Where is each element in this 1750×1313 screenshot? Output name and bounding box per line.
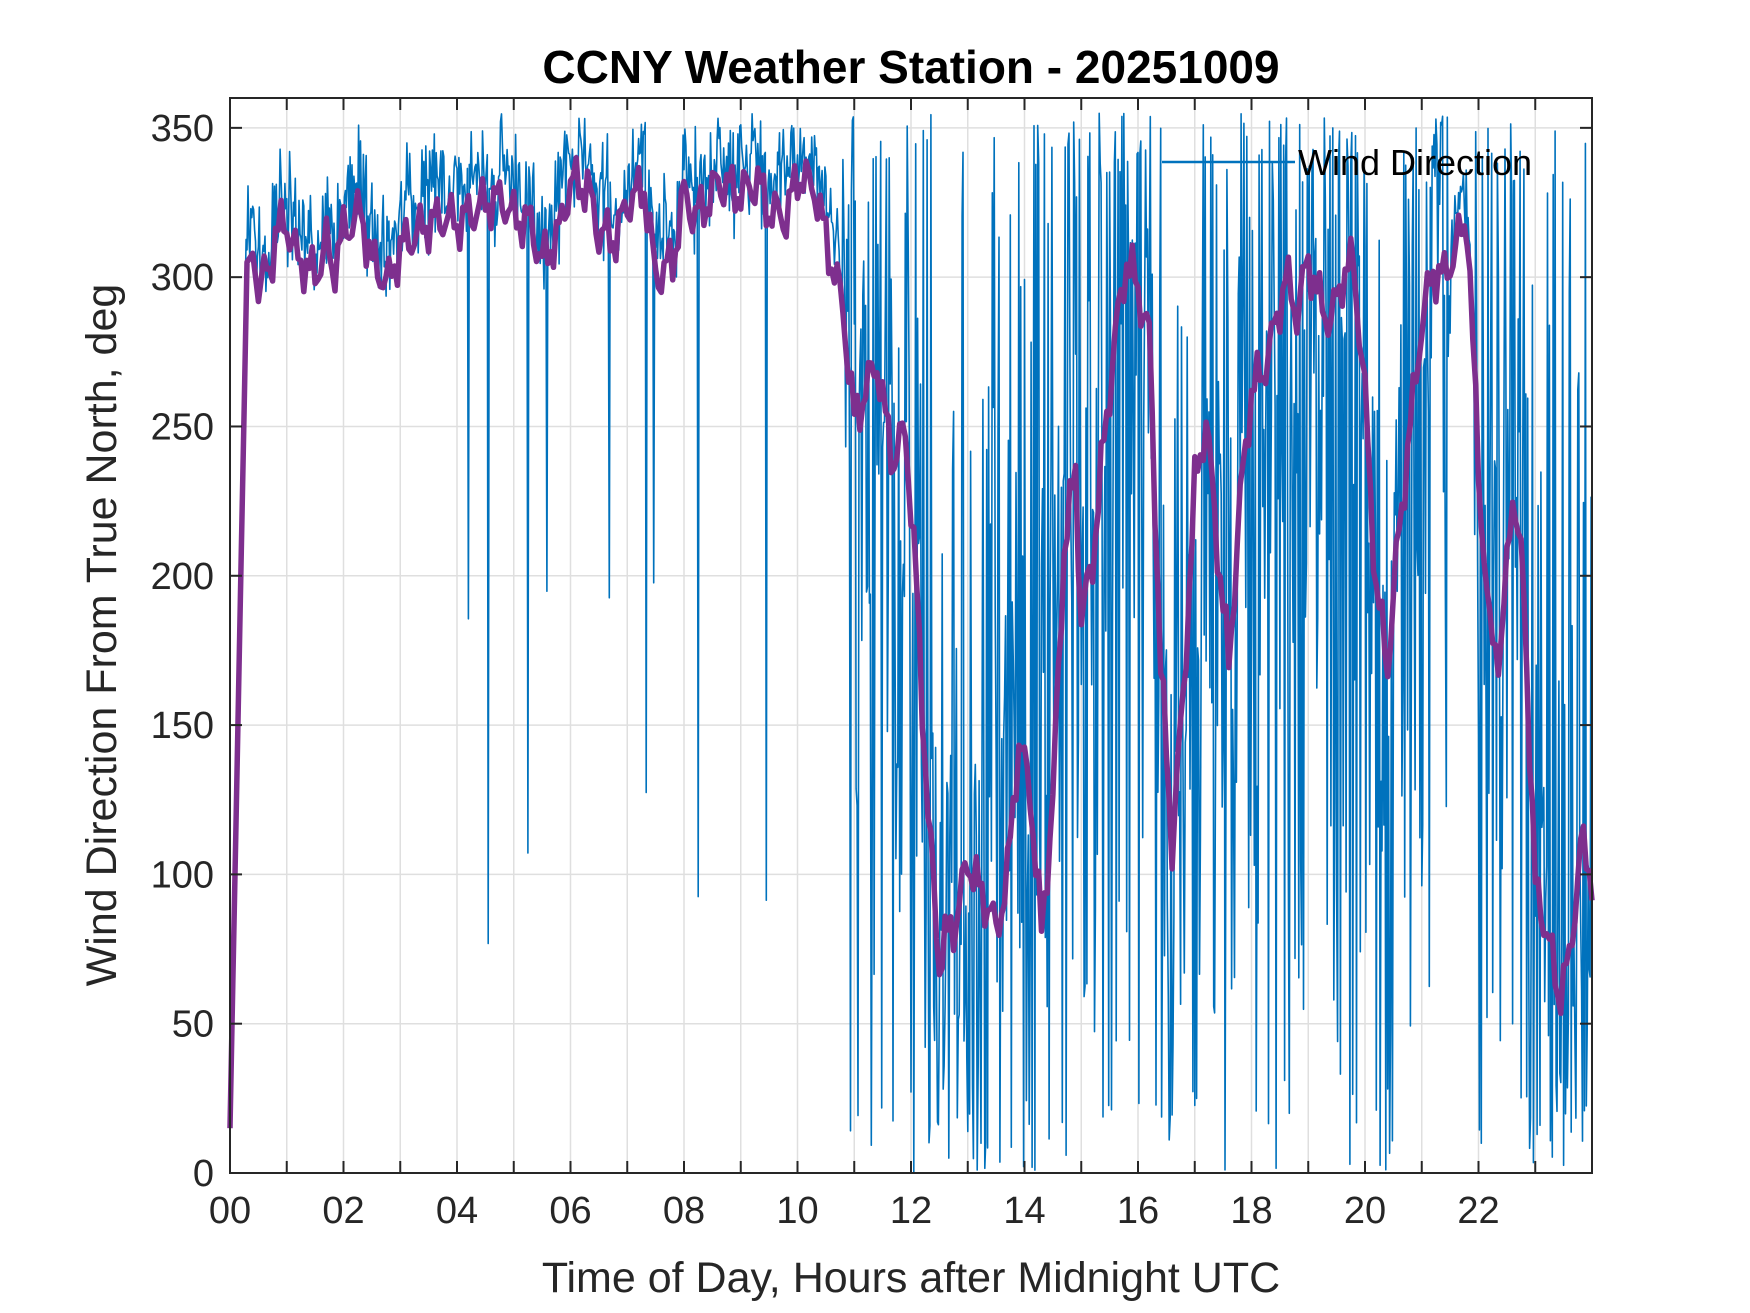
y-tick-label: 300 [151,257,214,299]
smoothed-series-group [227,154,1595,1129]
x-axis-label: Time of Day, Hours after Midnight UTC [542,1254,1280,1302]
y-tick-label: 200 [151,556,214,598]
chart-title: CCNY Weather Station - 20251009 [542,41,1279,93]
y-tick-label: 100 [151,854,214,896]
x-tick-label: 10 [776,1190,818,1232]
x-tick-label: 00 [209,1190,251,1232]
x-tick-label: 14 [1003,1190,1045,1232]
x-tick-label: 20 [1344,1190,1386,1232]
y-tick-label: 50 [172,1004,214,1046]
x-tick-label: 12 [890,1190,932,1232]
x-tick-label: 02 [322,1190,364,1232]
y-tick-label: 150 [151,705,214,747]
y-tick-label: 0 [193,1153,214,1195]
x-tick-label: 16 [1117,1190,1159,1232]
raw-series-group [229,112,1592,1173]
x-tick-label: 08 [663,1190,705,1232]
x-tick-label: 18 [1230,1190,1272,1232]
y-tick-label: 350 [151,108,214,150]
legend-label: Wind Direction [1298,142,1532,183]
ticks: 00 02 04 06 08 10 12 14 16 18 20 22 0 50 100 150 200 250 3… [151,98,1593,1232]
x-tick-label: 22 [1457,1190,1499,1232]
x-tick-label: 06 [549,1190,591,1232]
y-axis-label: Wind Direction From True North, deg [78,284,126,987]
x-tick-label: 04 [436,1190,478,1232]
raw-series-line [229,112,1592,1173]
smoothed-series-line [227,154,1595,1129]
legend: Wind Direction [1162,142,1532,183]
y-tick-label: 250 [151,406,214,448]
